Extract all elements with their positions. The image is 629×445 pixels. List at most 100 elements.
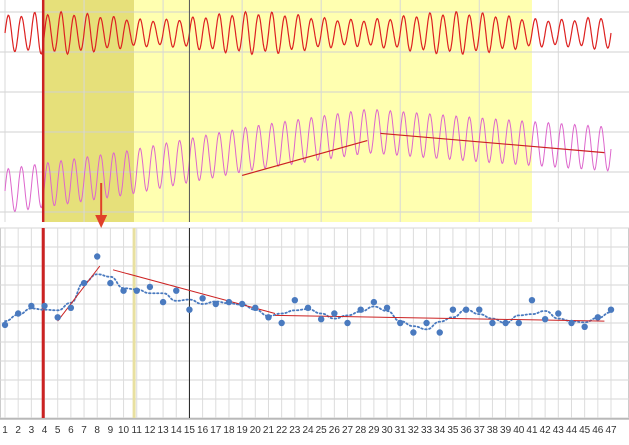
x-tick-label-32: 32 [408,425,420,436]
x-tick-label-45: 45 [579,425,591,436]
data-point-5 [54,314,61,321]
x-tick-label-5: 5 [55,425,61,436]
x-tick-label-34: 34 [434,425,446,436]
top-trend-line-1 [380,132,605,154]
data-point-29 [370,298,378,306]
data-point-19 [238,300,246,308]
top-trend-line-0 [241,140,368,176]
x-tick-label-20: 20 [250,425,262,436]
x-tick-label-16: 16 [197,425,209,436]
x-tick-label-30: 30 [381,425,393,436]
x-tick-label-19: 19 [237,425,249,436]
data-point-11 [133,287,140,294]
data-point-46 [594,314,602,321]
data-point-34 [436,329,443,336]
data-point-47 [607,306,615,313]
x-tick-label-28: 28 [355,425,367,436]
x-tick-label-10: 10 [118,425,130,436]
x-tick-label-24: 24 [302,425,314,436]
data-point-21 [265,314,272,321]
x-tick-label-31: 31 [395,425,407,436]
data-point-37 [476,306,483,313]
data-point-7 [80,279,88,287]
x-tick-label-7: 7 [81,425,87,436]
bottom-trend-line-2 [275,314,605,322]
x-tick-label-46: 46 [592,425,604,436]
data-point-14 [173,287,180,294]
x-tick-label-12: 12 [144,425,156,436]
x-tick-label-3: 3 [29,425,35,436]
x-tick-label-36: 36 [461,425,473,436]
marker-arrow-head [95,215,108,228]
data-point-42 [541,316,549,323]
x-tick-label-2: 2 [15,425,21,436]
top-series-magenta-line [4,108,612,212]
data-point-22 [278,319,285,327]
data-point-8 [94,253,101,260]
top-highlight-region-0 [44,0,135,222]
data-point-15 [186,306,193,313]
moving-average-curve [4,273,612,331]
data-point-44 [568,319,575,327]
x-tick-label-23: 23 [289,425,301,436]
data-point-27 [344,319,351,327]
data-point-20 [252,304,259,311]
x-tick-label-21: 21 [263,425,275,436]
data-point-43 [555,310,562,317]
data-point-33 [423,319,430,327]
data-point-30 [383,304,391,311]
data-point-39 [502,319,509,327]
data-point-16 [199,295,206,302]
x-tick-label-26: 26 [329,425,341,436]
data-point-23 [291,297,299,304]
x-tick-label-44: 44 [566,425,578,436]
data-point-41 [528,297,536,304]
data-point-4 [41,302,48,310]
bottom-trend-line-1 [112,269,276,314]
data-point-10 [120,287,127,294]
top-series-red-line [4,10,612,56]
data-point-3 [28,302,35,310]
x-tick-label-8: 8 [94,425,100,436]
x-tick-label-17: 17 [210,425,222,436]
data-point-28 [357,306,364,313]
data-point-38 [489,319,496,327]
x-tick-label-33: 33 [421,425,433,436]
x-tick-label-14: 14 [171,425,183,436]
data-point-45 [581,323,588,330]
top-panel [0,0,629,222]
x-tick-label-13: 13 [158,425,170,436]
x-tick-label-22: 22 [276,425,288,436]
data-point-13 [159,298,167,306]
data-point-35 [449,306,457,313]
x-tick-label-29: 29 [368,425,380,436]
bottom-panel [0,227,629,420]
x-tick-label-4: 4 [42,425,48,436]
data-point-6 [67,304,75,311]
x-tick-label-43: 43 [553,425,565,436]
data-point-24 [304,304,312,311]
x-tick-label-15: 15 [184,425,196,436]
x-tick-label-27: 27 [342,425,354,436]
x-tick-label-38: 38 [487,425,499,436]
data-point-17 [212,300,219,308]
data-point-40 [515,319,522,327]
data-point-1 [1,321,9,329]
x-tick-label-40: 40 [513,425,525,436]
data-point-32 [410,329,417,336]
x-tick-label-18: 18 [223,425,235,436]
x-tick-label-37: 37 [474,425,486,436]
data-point-36 [462,306,470,313]
x-tick-label-11: 11 [132,425,143,436]
x-tick-label-39: 39 [500,425,512,436]
data-point-18 [225,298,233,306]
x-tick-label-9: 9 [108,425,114,436]
x-tick-label-41: 41 [526,425,538,436]
bottom-trend-line-0 [57,265,101,322]
data-point-12 [146,283,154,291]
x-tick-label-25: 25 [316,425,328,436]
x-tick-label-42: 42 [540,425,552,436]
x-tick-label-47: 47 [605,425,617,436]
data-point-25 [317,316,325,323]
